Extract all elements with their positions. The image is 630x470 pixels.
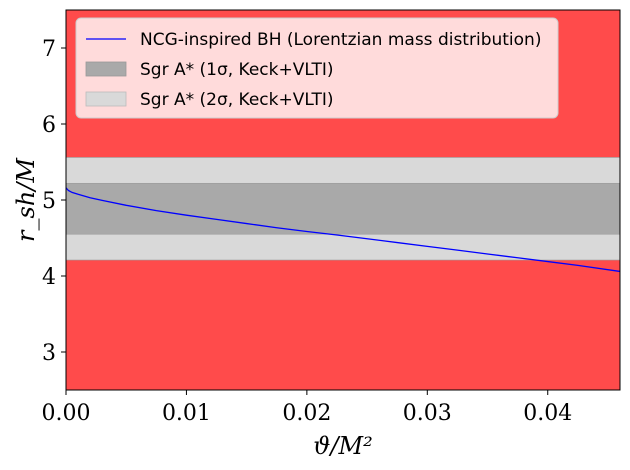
y-tick-label: 7 — [42, 37, 56, 62]
x-tick-label: 0.00 — [42, 401, 91, 426]
x-tick-label: 0.03 — [403, 401, 452, 426]
x-tick-label: 0.04 — [523, 401, 572, 426]
series-layer — [65, 187, 621, 273]
x-tick-label: 0.01 — [162, 401, 211, 426]
band-1sigma — [65, 182, 621, 235]
legend-patch-1sigma — [85, 61, 127, 77]
bands-layer — [65, 157, 621, 261]
legend-patch-2sigma — [85, 91, 127, 107]
legend-label-2sigma: Sgr A* (2σ, Keck+VLTI) — [140, 90, 334, 110]
y-axis-label: r_sh/M — [12, 157, 40, 242]
x-tick-label: 0.02 — [282, 401, 331, 426]
y-axis-ticks: 3 4 5 6 7 — [42, 37, 66, 366]
y-tick-label: 5 — [42, 189, 56, 214]
legend: NCG-inspired BH (Lorentzian mass distrib… — [75, 17, 559, 119]
y-tick-label: 6 — [42, 113, 56, 138]
legend-box — [75, 17, 559, 119]
y-tick-label: 3 — [42, 341, 56, 366]
legend-label-ncg: NCG-inspired BH (Lorentzian mass distrib… — [140, 30, 541, 50]
legend-label-1sigma: Sgr A* (1σ, Keck+VLTI) — [140, 60, 334, 80]
series-line-ncg-bh — [65, 187, 621, 273]
y-tick-label: 4 — [42, 265, 56, 290]
x-axis-label: ϑ/M² — [313, 432, 372, 460]
x-axis-ticks: 0.00 0.01 0.02 0.03 0.04 — [42, 390, 572, 426]
